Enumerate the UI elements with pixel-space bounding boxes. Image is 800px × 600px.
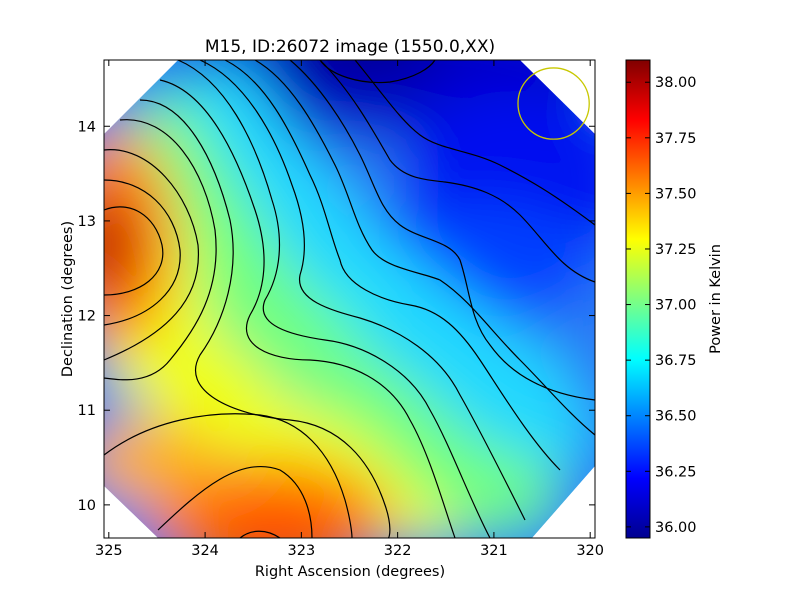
x-tick-label: 325	[95, 543, 123, 559]
y-axis-label: Declination (degrees)	[60, 221, 76, 377]
colorbar-label: Power in Kelvin	[708, 244, 724, 354]
y-tick-label: 10	[78, 498, 96, 514]
colorbar-tick-label: 36.75	[655, 353, 697, 369]
colorbar-tick-label: 37.50	[655, 186, 697, 202]
blanked-corners	[104, 60, 595, 538]
y-tick-label: 13	[78, 214, 96, 230]
colorbar-tick-label: 37.00	[655, 298, 697, 314]
x-tick-label: 324	[191, 543, 219, 559]
colorbar-ticks: 36.00 36.25 36.50 36.75 37.00 37.25 37.50 37.75…	[626, 75, 697, 536]
x-axis-ticks: 325 324 323 322 321 320	[95, 60, 604, 559]
colorbar-tick-label: 36.50	[655, 409, 697, 425]
x-tick-label: 323	[288, 543, 316, 559]
y-tick-label: 11	[78, 403, 96, 419]
colorbar-tick-label: 37.75	[655, 131, 697, 147]
y-axis-ticks: 10 11 12 13 14	[78, 119, 595, 514]
contour-lines	[103, 59, 596, 539]
colorbar-tick-label: 36.00	[655, 520, 697, 536]
colorbar	[625, 59, 651, 539]
x-tick-label: 321	[480, 543, 508, 559]
chart-title: M15, ID:26072 image (1550.0,XX)	[205, 37, 495, 57]
x-tick-label: 320	[576, 543, 604, 559]
colorbar-tick-label: 36.25	[655, 464, 697, 480]
y-tick-label: 12	[78, 309, 96, 325]
beam-circle	[517, 67, 590, 140]
colorbar-tick-label: 38.00	[655, 75, 697, 91]
x-axis-label: Right Ascension (degrees)	[255, 564, 445, 580]
x-tick-label: 322	[384, 543, 412, 559]
colorbar-tick-label: 37.25	[655, 242, 697, 258]
y-tick-label: 14	[78, 119, 96, 135]
plot-frame	[103, 59, 596, 539]
heatmap-image	[104, 60, 595, 538]
